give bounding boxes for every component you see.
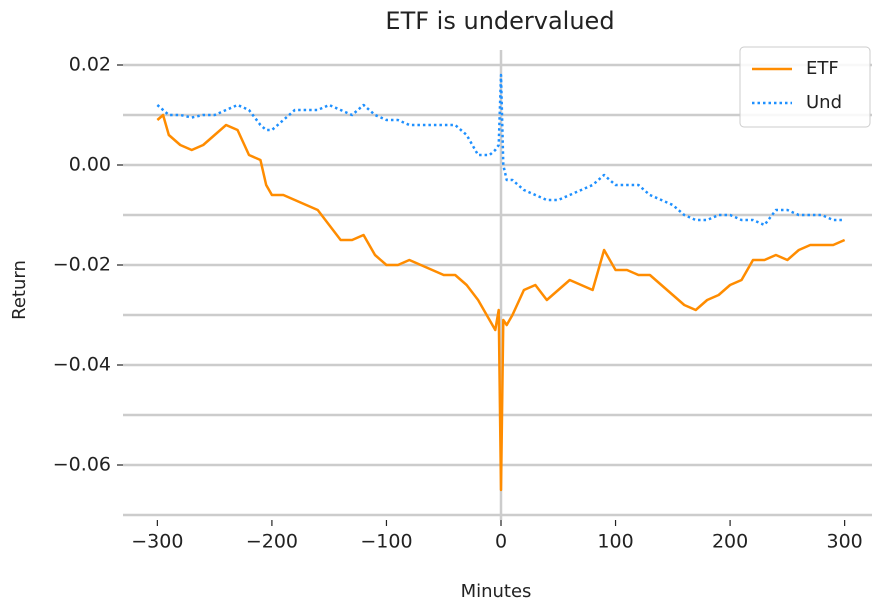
y-tick-label: −0.02 (53, 254, 111, 276)
legend-box (739, 46, 871, 128)
chart-title: ETF is undervalued (385, 7, 614, 35)
x-tick-label: 300 (827, 531, 863, 553)
legend: ETF Und (739, 46, 871, 128)
x-axis-label: Minutes (461, 581, 532, 602)
x-tick-label: 0 (495, 531, 507, 553)
y-tick-label: 0.02 (69, 54, 111, 76)
data-line (156, 73, 845, 227)
legend-label: Und (806, 92, 842, 113)
y-tick-label: −0.06 (53, 454, 111, 476)
x-tick-label: 200 (712, 531, 748, 553)
legend-label: ETF (806, 58, 839, 79)
data-line (156, 113, 846, 492)
y-axis-label: Return (9, 260, 30, 320)
x-tick-label: −300 (131, 531, 183, 553)
x-tick-label: −200 (246, 531, 298, 553)
y-tick-label: 0.00 (69, 154, 111, 176)
y-tick-label: −0.04 (53, 354, 111, 376)
x-tick-label: 100 (597, 531, 633, 553)
x-tick-label: −100 (360, 531, 412, 553)
